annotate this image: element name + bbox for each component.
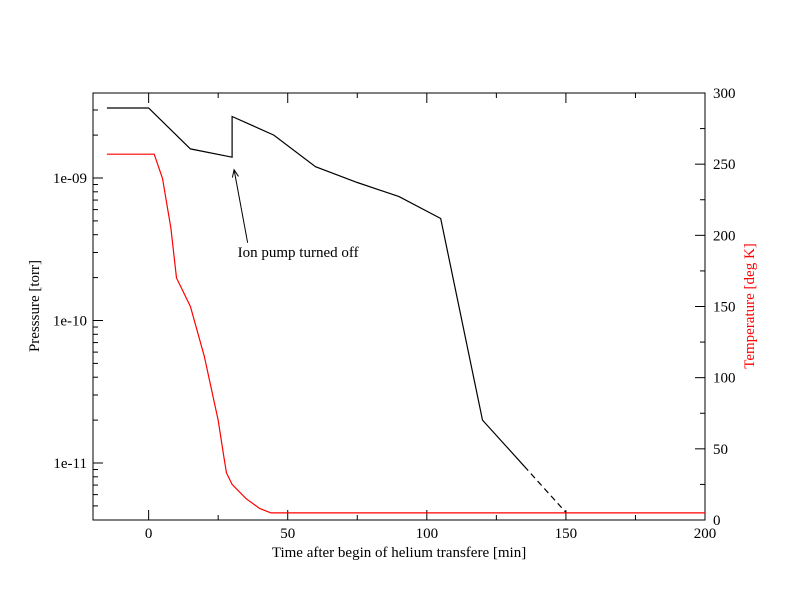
- x-axis-title: Time after begin of helium transfere [mi…: [272, 545, 526, 561]
- annotations: Ion pump turned off: [231, 168, 359, 261]
- y-right-tick-label: 100: [713, 371, 736, 387]
- right-y-tick-labels: 0 50 100 150 200 250 300: [713, 86, 736, 529]
- left-y-axis-title: Presssure [torr]: [27, 260, 43, 352]
- y-left-tick-label: 1e-10: [53, 314, 87, 330]
- x-tick-labels: 0 50 100 150 200: [145, 526, 716, 542]
- y-left-tick-label: 1e-11: [53, 456, 87, 472]
- y-left-tick-label: 1e-09: [53, 171, 87, 187]
- series-group: [106, 107, 705, 514]
- y-right-tick-label: 150: [713, 300, 736, 316]
- y-right-tick-label: 250: [713, 157, 736, 173]
- x-tick-label: 50: [280, 526, 295, 542]
- annotation-label: Ion pump turned off: [238, 245, 359, 261]
- x-tick-label: 100: [416, 526, 439, 542]
- y-right-tick-label: 50: [713, 442, 728, 458]
- y-right-tick-label: 300: [713, 86, 736, 102]
- y-right-tick-label: 200: [713, 228, 736, 244]
- right-y-axis-title: Temperature [deg K]: [742, 243, 758, 369]
- y-right-tick-label: 0: [713, 513, 721, 529]
- temperature-series-line: [106, 153, 705, 514]
- pressure-series-line: [106, 107, 525, 467]
- annotation-arrow-shaft: [233, 169, 249, 243]
- x-tick-label: 150: [555, 526, 578, 542]
- pressure-series-dashed-extension: [523, 465, 567, 513]
- x-tick-label: 0: [145, 526, 153, 542]
- annotation-arrow-head: [231, 168, 239, 178]
- plot-frame: [92, 92, 706, 521]
- tick-marks: [93, 92, 706, 521]
- left-y-tick-labels: 1e-09 1e-10 1e-11: [53, 171, 87, 472]
- x-tick-label: 200: [694, 526, 717, 542]
